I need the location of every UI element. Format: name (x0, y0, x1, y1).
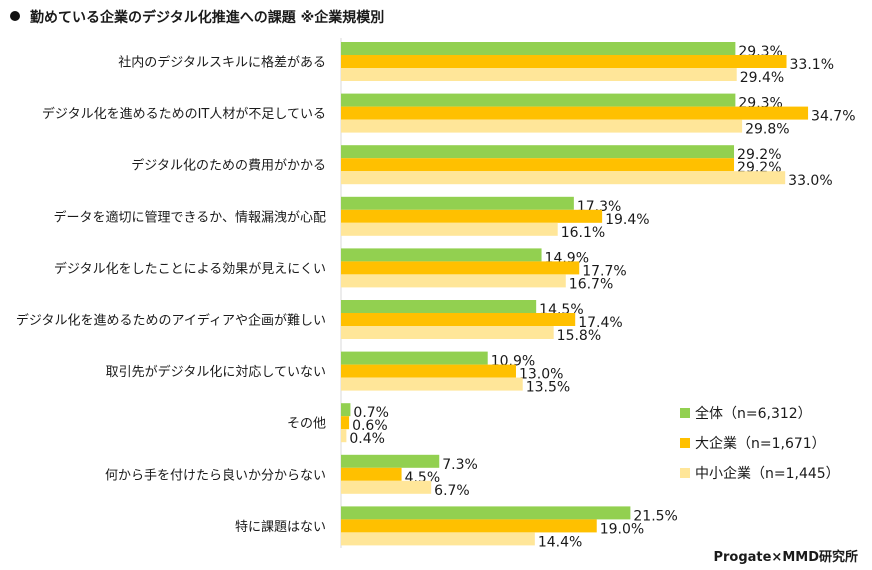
data-label: 33.1% (790, 57, 834, 73)
bar (341, 300, 537, 313)
legend-swatch (680, 438, 690, 448)
category-label: 取引先がデジタル化に対応していない (106, 364, 326, 380)
bar (341, 222, 558, 236)
data-label: 34.7% (811, 109, 855, 125)
bar (341, 145, 735, 159)
legend-label: 大企業（n=1,671） (695, 436, 826, 452)
legend-item: 中小企業（n=1,445） (680, 458, 840, 488)
bar (341, 158, 735, 172)
data-label: 13.5% (526, 380, 570, 396)
bar (341, 93, 736, 107)
category-label: デジタル化のための費用がかかる (131, 158, 326, 174)
data-label: 33.0% (788, 173, 832, 189)
data-label: 0.4% (349, 431, 385, 447)
chart-title: 勤めている企業のデジタル化推進への課題 ※企業規模別 (10, 7, 384, 27)
legend-swatch (680, 468, 690, 478)
legend: 全体（n=6,312） 大企業（n=1,671） 中小企業（n=1,445） (680, 398, 840, 488)
bar (341, 313, 576, 326)
data-label: 16.1% (561, 225, 605, 241)
data-label: 14.4% (538, 534, 582, 550)
data-label: 0.6% (352, 418, 388, 434)
bar (341, 119, 743, 133)
bullet-icon (10, 11, 20, 21)
category-label: データを適切に管理できるか、情報漏洩が心配 (54, 209, 326, 225)
data-label: 21.5% (633, 508, 677, 524)
bar (341, 532, 535, 546)
bar (341, 68, 737, 81)
data-label: 29.2% (737, 147, 781, 163)
legend-item: 全体（n=6,312） (680, 398, 840, 428)
category-label: 特に課題はない (235, 519, 326, 535)
legend-swatch (680, 408, 690, 418)
bar (341, 196, 574, 210)
bar (341, 106, 809, 120)
bar (341, 326, 554, 339)
data-label: 17.7% (582, 263, 626, 279)
bar (341, 519, 597, 533)
legend-label: 中小企業（n=1,445） (695, 466, 840, 482)
data-label: 7.3% (442, 457, 478, 473)
chart-title-text: 勤めている企業のデジタル化推進への課題 ※企業規模別 (30, 10, 385, 26)
data-label: 6.7% (434, 483, 470, 499)
bar (341, 261, 580, 275)
credit: Progate×MMD研究所 (713, 550, 858, 565)
data-label: 13.0% (519, 367, 563, 383)
data-label: 19.0% (600, 521, 644, 537)
bar (341, 274, 566, 288)
bar (341, 467, 402, 481)
bar (341, 209, 603, 223)
category-label: その他 (287, 417, 326, 432)
legend-label: 全体（n=6,312） (695, 406, 812, 422)
bar (341, 364, 516, 378)
data-label: 15.8% (557, 328, 601, 344)
data-label: 29.8% (745, 122, 789, 138)
category-label: デジタル化を進めるためのアイディアや企画が難しい (16, 313, 326, 329)
bar (341, 480, 432, 494)
legend-item: 大企業（n=1,671） (680, 428, 840, 458)
category-label: デジタル化をしたことによる効果が見えにくい (54, 261, 326, 277)
bar (341, 55, 787, 68)
category-label: デジタル化を進めるためのIT人材が不足している (42, 106, 326, 122)
data-label: 19.4% (605, 212, 649, 228)
bar (341, 454, 440, 468)
bar (341, 42, 736, 55)
bar (341, 377, 523, 391)
category-label: 何から手を付けたら良いか分からない (105, 467, 326, 483)
bar (341, 403, 351, 417)
bar (341, 506, 631, 520)
data-label: 16.7% (569, 276, 613, 292)
bar (341, 429, 347, 443)
category-label: 社内のデジタルスキルに格差がある (118, 55, 326, 71)
bar (341, 416, 350, 430)
data-label: 0.7% (353, 405, 389, 421)
data-label: 29.4% (740, 70, 784, 86)
data-label: 17.4% (578, 315, 622, 331)
bar (341, 248, 542, 262)
bar (341, 171, 786, 185)
bar (341, 351, 488, 365)
